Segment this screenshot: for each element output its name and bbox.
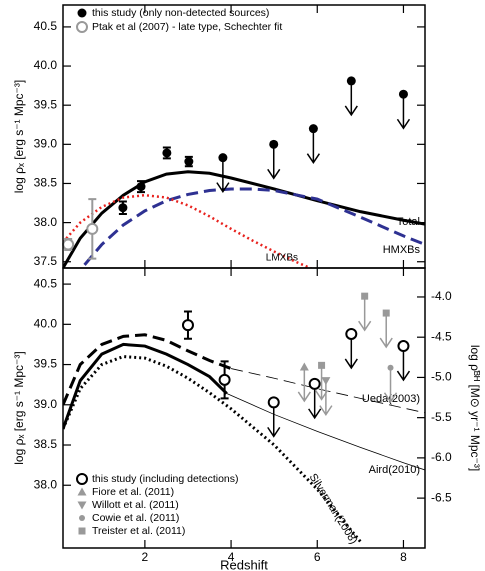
curve-label: Silverman(2008) bbox=[307, 472, 360, 547]
upper-limit-arrow bbox=[319, 380, 333, 416]
marker bbox=[361, 292, 369, 300]
curve-label: HMXBs bbox=[383, 244, 421, 256]
upper-limit-arrow bbox=[216, 157, 230, 193]
legend-label: Treister et al. (2011) bbox=[92, 525, 185, 537]
curve-label: Aird(2010) bbox=[369, 464, 420, 476]
marker bbox=[318, 361, 326, 369]
curve bbox=[226, 393, 425, 471]
y-tick-label: 40.0 bbox=[34, 316, 58, 330]
marker bbox=[76, 21, 88, 33]
x-tick-label: 4 bbox=[228, 550, 235, 564]
upper-limit-arrow bbox=[383, 367, 398, 404]
upper-limit-arrow bbox=[379, 313, 393, 349]
y2-tick-label: -6.0 bbox=[431, 450, 452, 464]
curve bbox=[63, 333, 232, 406]
marker bbox=[267, 396, 280, 409]
upper-limit-arrow bbox=[396, 94, 411, 130]
marker bbox=[77, 487, 87, 496]
marker bbox=[269, 139, 279, 149]
curve-label: Total bbox=[397, 216, 420, 228]
marker bbox=[118, 203, 128, 213]
x-tick-label: 2 bbox=[142, 550, 149, 564]
marker bbox=[62, 238, 75, 251]
y-axis-label: log ρₓ [erg s⁻¹ Mpc⁻³] bbox=[12, 80, 26, 193]
x-tick-label: 8 bbox=[400, 550, 407, 564]
y-tick-label: 38.5 bbox=[34, 437, 58, 451]
legend-label: Ptak et al (2007) - late type, Schechter… bbox=[92, 21, 282, 33]
marker bbox=[346, 76, 356, 86]
marker bbox=[136, 182, 146, 192]
y2-tick-label: -6.5 bbox=[431, 490, 452, 504]
marker bbox=[77, 501, 87, 510]
upper-limit-arrow bbox=[306, 128, 321, 165]
marker bbox=[77, 8, 87, 18]
marker bbox=[398, 89, 408, 99]
upper-limit-arrow bbox=[314, 365, 329, 401]
marker bbox=[79, 515, 85, 521]
y-tick-label: 40.5 bbox=[34, 276, 58, 290]
marker bbox=[181, 319, 194, 332]
frame bbox=[62, 4, 426, 269]
y-tick-label: 37.5 bbox=[34, 254, 58, 268]
x-axis-label: Redshift bbox=[220, 557, 268, 571]
marker bbox=[76, 473, 88, 485]
y2-tick-label: -4.5 bbox=[431, 329, 452, 343]
y-tick-label: 38.0 bbox=[34, 477, 58, 491]
marker bbox=[308, 124, 318, 134]
marker bbox=[397, 340, 410, 353]
marker bbox=[218, 373, 231, 386]
marker bbox=[308, 377, 321, 390]
upper-limit-arrow bbox=[358, 296, 372, 332]
marker bbox=[86, 222, 99, 235]
curve bbox=[63, 170, 425, 268]
y-tick-label: 38.0 bbox=[34, 215, 58, 229]
y-tick-label: 39.0 bbox=[34, 397, 58, 411]
marker bbox=[321, 377, 331, 386]
marker bbox=[184, 157, 194, 167]
upper-limit-arrow bbox=[297, 366, 311, 403]
y2-tick-label: -4.0 bbox=[431, 289, 452, 303]
frame bbox=[62, 267, 426, 549]
y-tick-label: 40.5 bbox=[34, 19, 58, 33]
upper-limit-arrow bbox=[344, 80, 358, 117]
legend-label: Cowie et al. (2011) bbox=[92, 512, 179, 524]
plot-area bbox=[63, 170, 425, 268]
y-tick-label: 39.0 bbox=[34, 136, 58, 150]
y-tick-label: 39.5 bbox=[34, 357, 58, 371]
y-axis-label: log ρₓ [erg s⁻¹ Mpc⁻³] bbox=[12, 351, 26, 464]
y2-tick-label: -5.0 bbox=[431, 370, 452, 384]
curve bbox=[63, 342, 228, 430]
curve bbox=[63, 193, 314, 268]
marker bbox=[345, 327, 358, 340]
curve-label: LMXBs bbox=[266, 253, 298, 264]
legend-label: Fiore et al. (2011) bbox=[92, 486, 174, 498]
upper-limit-arrow bbox=[267, 144, 281, 180]
curve bbox=[63, 354, 362, 543]
marker bbox=[387, 364, 394, 371]
marker bbox=[162, 148, 172, 158]
marker bbox=[382, 309, 390, 317]
curve bbox=[230, 368, 425, 414]
y-tick-label: 40.0 bbox=[34, 58, 58, 72]
plot-area bbox=[63, 333, 425, 543]
y-tick-label: 38.5 bbox=[34, 176, 58, 190]
marker bbox=[218, 153, 228, 163]
y-tick-label: 39.5 bbox=[34, 97, 58, 111]
curve bbox=[83, 187, 425, 266]
y2-tick-label: -5.5 bbox=[431, 410, 452, 424]
marker bbox=[299, 362, 309, 371]
legend-label: this study (only non-detected sources) bbox=[92, 7, 269, 19]
marker bbox=[78, 527, 86, 535]
legend-label: Willott et al. (2011) bbox=[92, 499, 179, 511]
x-tick-label: 6 bbox=[314, 550, 321, 564]
legend-label: this study (including detections) bbox=[92, 473, 239, 485]
y2-axis-label: log ρ̇ᴮᴴ [M⊙ yr⁻¹ Mpc⁻³] bbox=[468, 345, 482, 471]
